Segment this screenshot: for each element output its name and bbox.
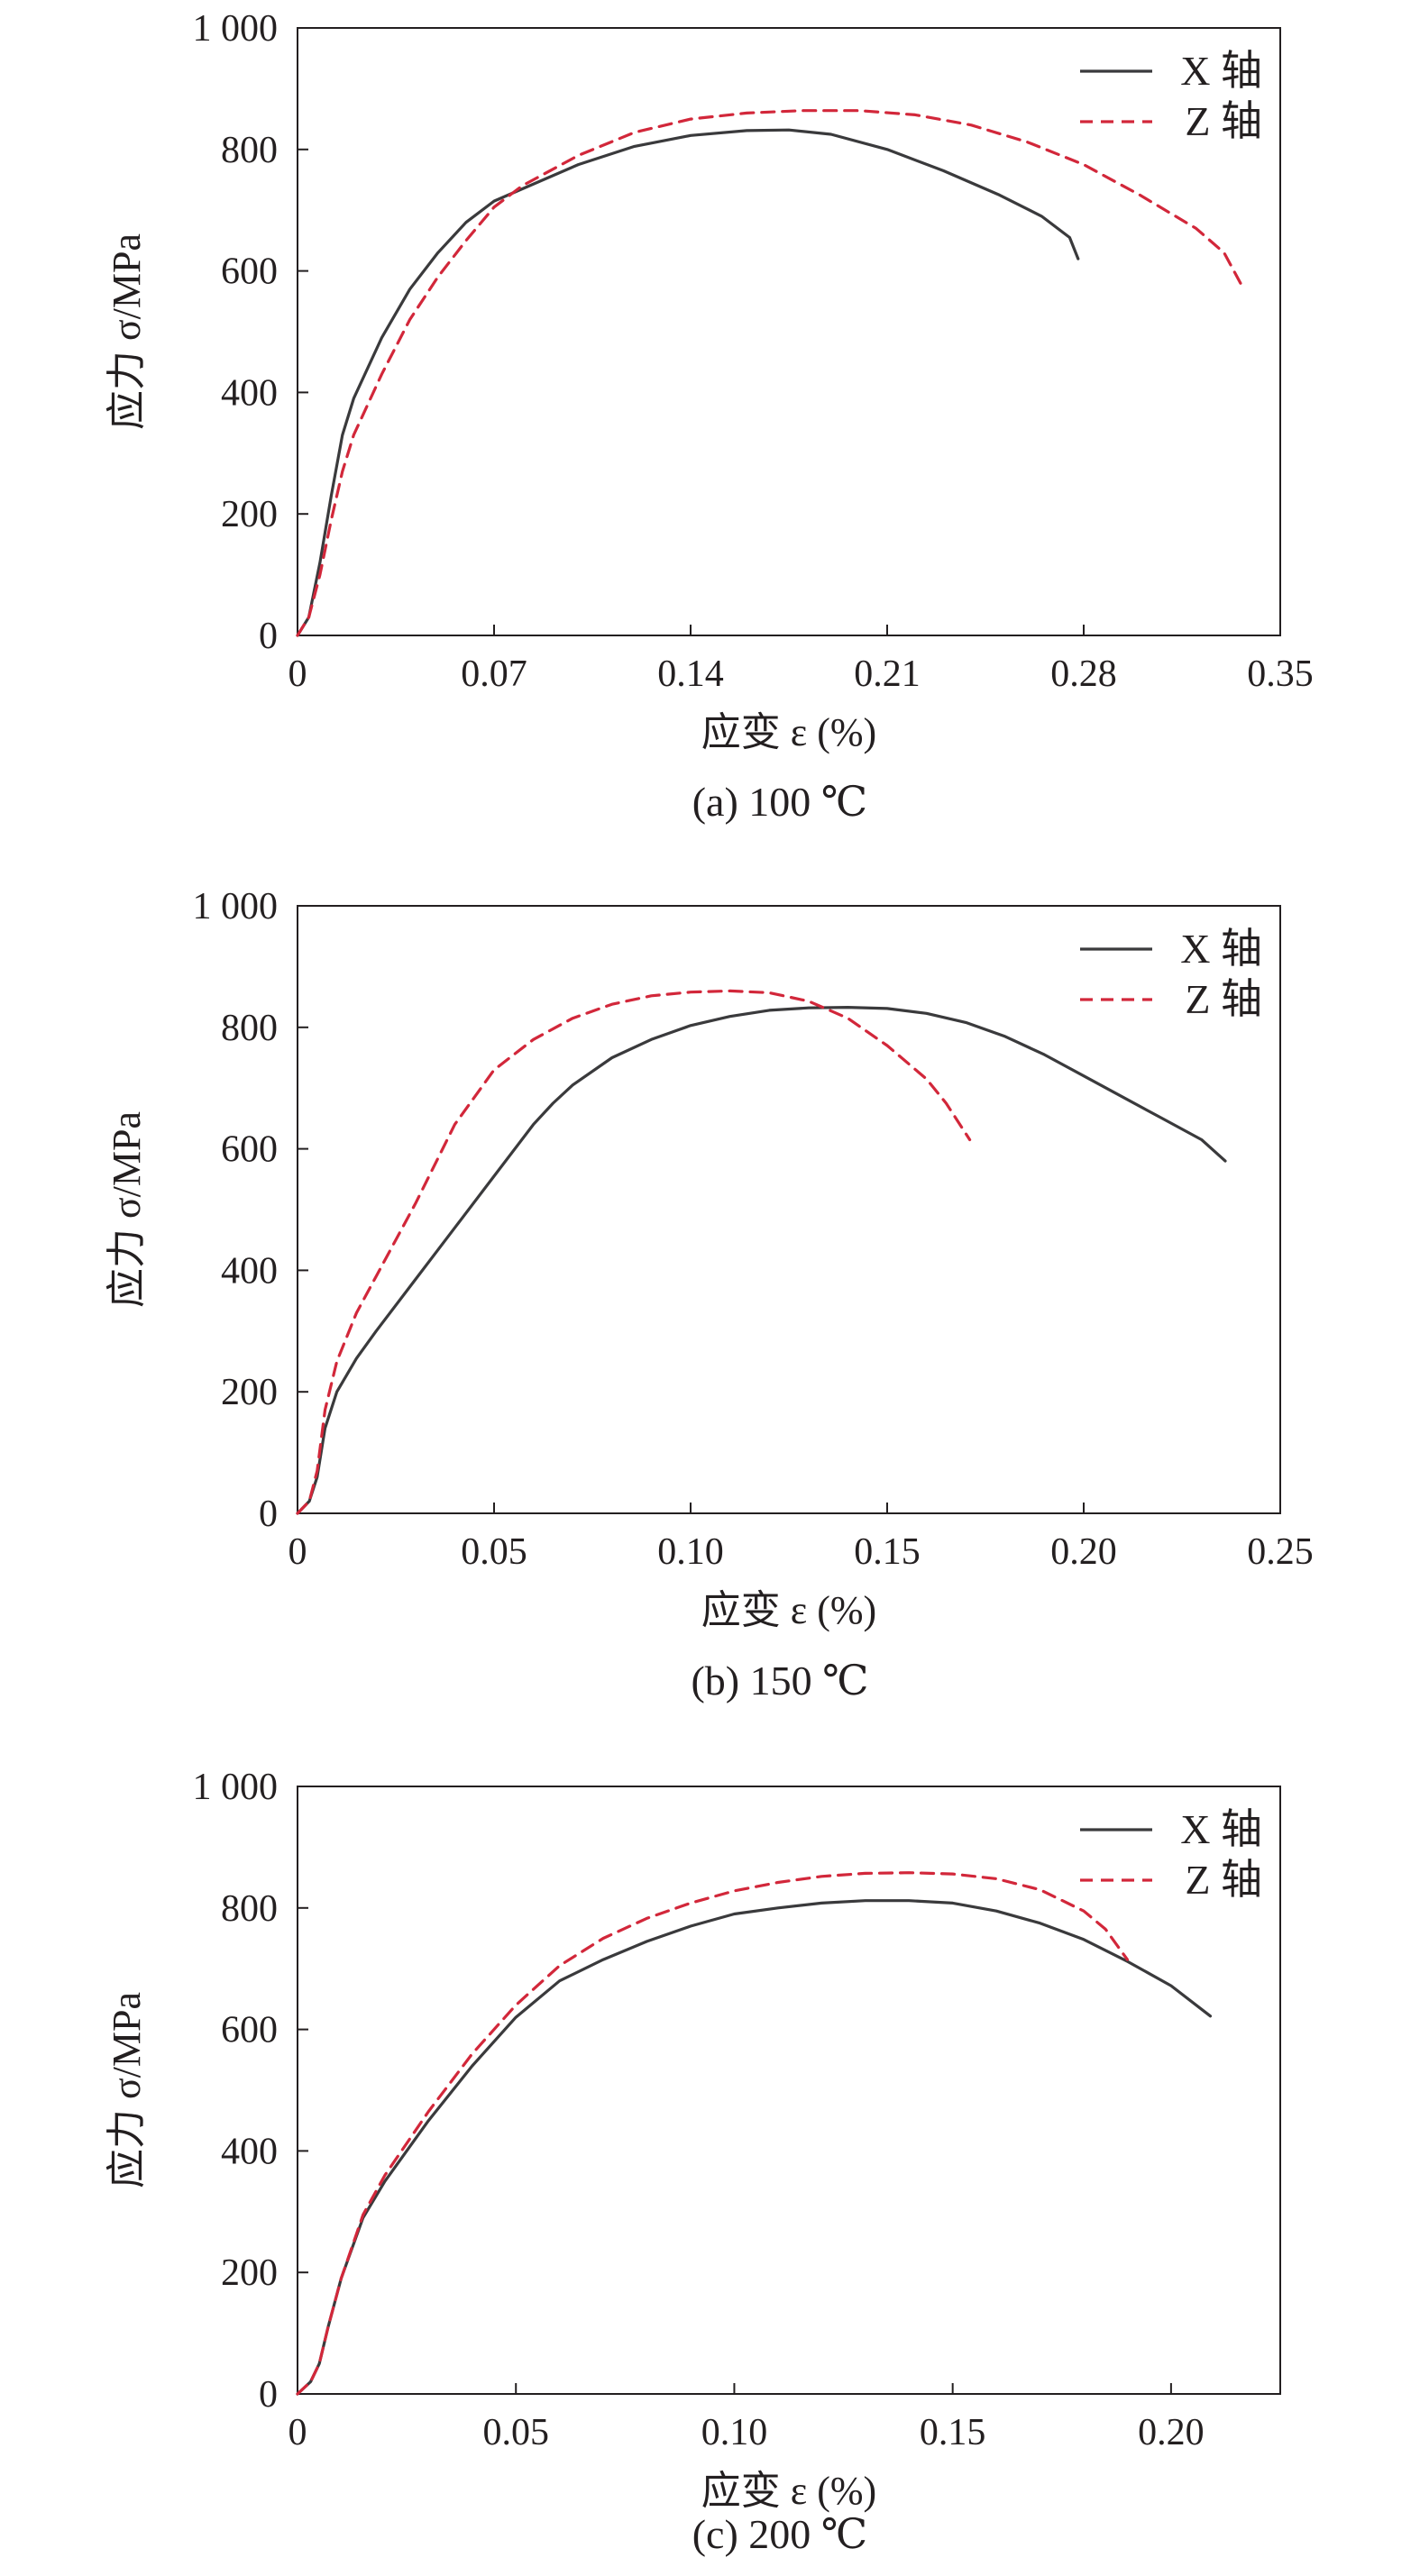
legend-label: Z 轴 <box>1185 976 1262 1022</box>
y-tick-label: 0 <box>259 1494 278 1535</box>
x-tick-label: 0.10 <box>657 1531 724 1573</box>
x-tick-label: 0.35 <box>1247 653 1314 695</box>
x-axis-title: 应变 ε (%) <box>701 710 876 754</box>
x-tick-label: 0.25 <box>1247 1531 1314 1573</box>
y-tick-label: 400 <box>221 372 278 414</box>
series-line-z-axis <box>296 109 1246 637</box>
x-tick-label: 0.28 <box>1050 653 1117 695</box>
y-tick-label: 200 <box>221 2252 278 2294</box>
chart-panel-0: 0 0.07 0.14 0.21 0.28 0.35 0 200 400 600 800 1 000 应… <box>105 8 1314 825</box>
legend-label: X 轴 <box>1180 926 1262 972</box>
x-tick-label: 0.10 <box>701 2412 768 2453</box>
x-tick-label: 0.15 <box>920 2412 986 2453</box>
chart-panel-1: 0 0.05 0.10 0.15 0.20 0.25 0 200 400 600 800 1 000 应… <box>105 886 1314 1704</box>
y-tick-label: 400 <box>221 1250 278 1292</box>
y-tick-label: 1 000 <box>193 886 279 927</box>
x-tick-label: 0 <box>289 2412 307 2453</box>
panel-caption: (a) 100 ℃ <box>692 779 868 825</box>
y-axis-title: 应力 σ/MPa <box>105 1111 149 1308</box>
y-tick-label: 200 <box>221 494 278 535</box>
chart-panel-2: 0 0.05 0.10 0.15 0.20 0 200 400 600 800 1 000 应变 ε … <box>105 1767 1281 2557</box>
x-axis-title: 应变 ε (%) <box>701 1588 876 1632</box>
series-line-z-axis <box>296 989 972 1515</box>
y-tick-label: 800 <box>221 130 278 171</box>
y-tick-label: 1 000 <box>193 1767 279 1808</box>
x-tick-label: 0.05 <box>461 1531 527 1573</box>
legend-label: X 轴 <box>1180 48 1262 94</box>
x-tick-label: 0 <box>289 1531 307 1573</box>
series-line-x-axis <box>296 128 1080 637</box>
series-line-x-axis <box>296 1006 1227 1515</box>
x-axis-title: 应变 ε (%) <box>701 2469 876 2513</box>
y-tick-label: 0 <box>259 616 278 657</box>
x-tick-label: 0.21 <box>854 653 921 695</box>
plot-frame <box>297 905 1281 1514</box>
y-tick-label: 200 <box>221 1372 278 1413</box>
y-tick-label: 800 <box>221 1888 278 1930</box>
legend-label: X 轴 <box>1180 1806 1262 1852</box>
y-axis-title: 应力 σ/MPa <box>105 233 149 430</box>
plot-frame <box>297 1786 1281 2395</box>
y-tick-label: 600 <box>221 1129 278 1171</box>
y-tick-label: 0 <box>259 2374 278 2416</box>
y-tick-label: 600 <box>221 2010 278 2051</box>
panel-caption: (c) 200 ℃ <box>692 2511 868 2557</box>
series-line-z-axis <box>296 1871 1129 2396</box>
legend-label: Z 轴 <box>1185 1857 1262 1903</box>
y-axis-title: 应力 σ/MPa <box>105 1992 149 2188</box>
plot-frame <box>297 27 1281 636</box>
y-tick-label: 400 <box>221 2131 278 2172</box>
y-tick-label: 800 <box>221 1008 278 1049</box>
x-tick-label: 0 <box>289 653 307 695</box>
series-line-x-axis <box>296 1899 1213 2396</box>
x-tick-label: 0.20 <box>1050 1531 1117 1573</box>
legend-label: Z 轴 <box>1185 98 1262 144</box>
x-tick-label: 0.05 <box>482 2412 549 2453</box>
y-tick-label: 600 <box>221 251 278 293</box>
x-tick-label: 0.15 <box>854 1531 921 1573</box>
x-tick-label: 0.14 <box>657 653 724 695</box>
x-tick-label: 0.07 <box>461 653 527 695</box>
x-tick-label: 0.20 <box>1138 2412 1205 2453</box>
y-tick-label: 1 000 <box>193 8 279 50</box>
panel-caption: (b) 150 ℃ <box>691 1658 868 1704</box>
